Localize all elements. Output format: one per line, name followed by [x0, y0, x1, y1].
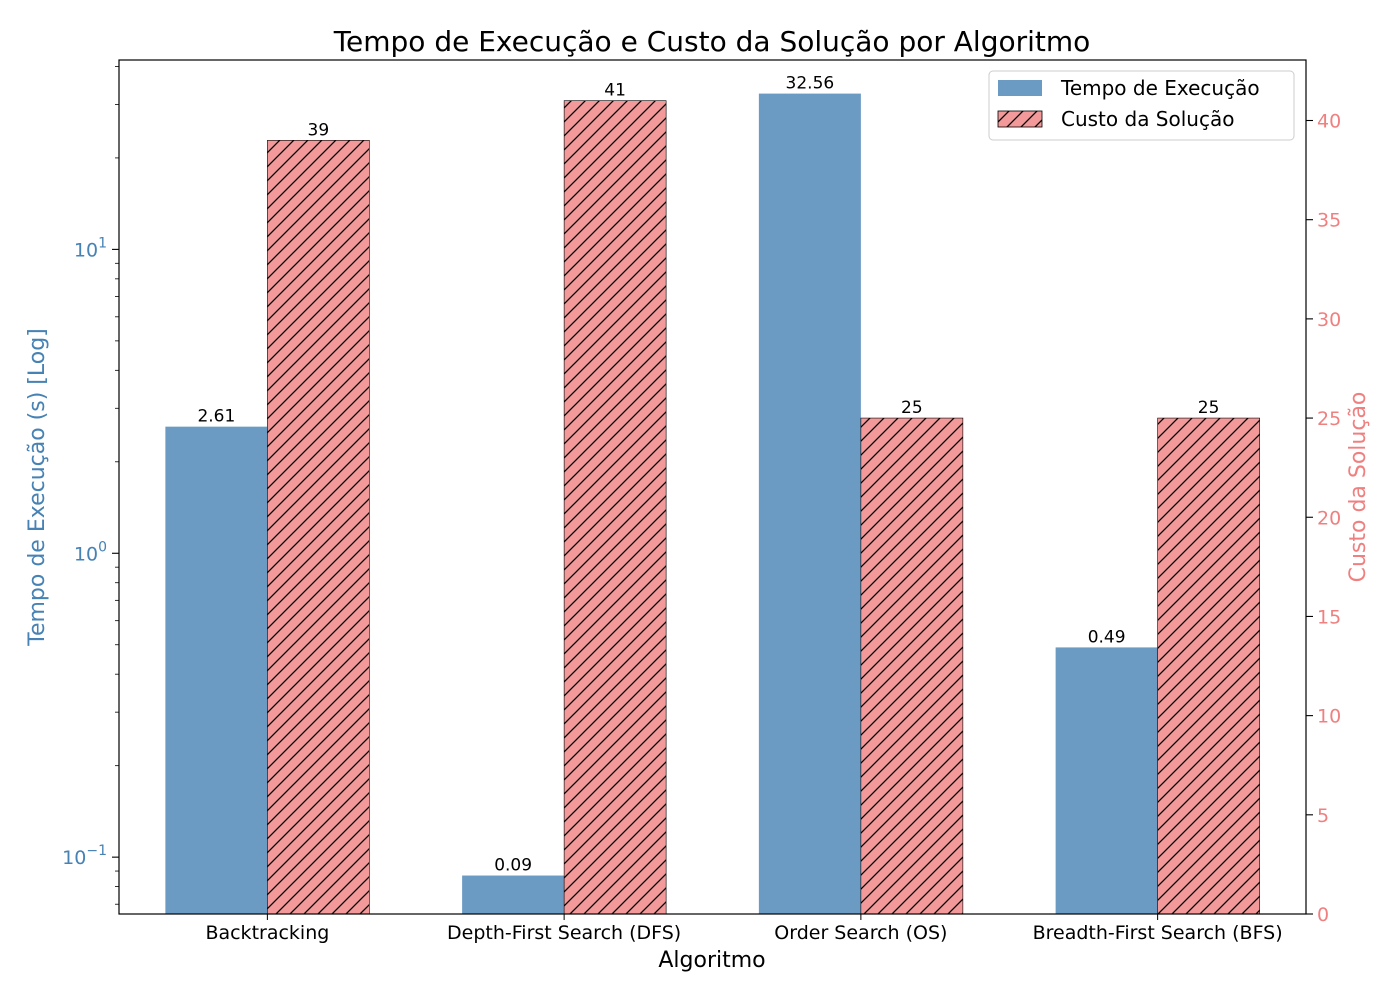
data-label-cost-3: 25	[1198, 398, 1220, 418]
chart-title: Tempo de Execução e Custo da Solução por…	[333, 25, 1091, 58]
data-labels-group: 2.61 39 0.09 41 32.56 25 0.49 25	[197, 74, 1219, 876]
right-axis-ticks: 0 5 10 15 20 25 30 35 40	[1306, 111, 1341, 926]
x-axis-label: Algoritmo	[658, 948, 765, 973]
data-label-time-0: 2.61	[197, 407, 235, 427]
legend-swatch-time	[998, 80, 1042, 96]
right-tick-label-2: 10	[1317, 706, 1341, 728]
legend-swatch-cost	[997, 110, 1043, 128]
bar-cost-3	[1157, 417, 1260, 915]
left-tick-label-1: 100	[74, 539, 107, 565]
right-tick-label-1: 5	[1317, 805, 1329, 827]
data-label-time-3: 0.49	[1088, 627, 1126, 647]
bar-time-2	[758, 93, 861, 914]
left-tick-exponent: 0	[98, 539, 107, 555]
bar-cost-2	[860, 417, 964, 915]
left-tick-base: 10	[62, 847, 86, 869]
x-tick-label-1: Depth-First Search (DFS)	[447, 922, 681, 944]
data-label-cost-2: 25	[901, 398, 923, 418]
x-tick-label-3: Breadth-First Search (BFS)	[1033, 922, 1283, 944]
right-tick-label-3: 15	[1317, 606, 1341, 628]
right-tick-label-0: 0	[1317, 904, 1329, 926]
legend-label-cost: Custo da Solução	[1061, 107, 1234, 131]
bar-time-1	[462, 875, 565, 914]
plot-frame	[118, 59, 1307, 915]
bar-time-3	[1055, 647, 1158, 914]
left-tick-exponent: 1	[98, 235, 107, 251]
bar-cost-0	[267, 140, 370, 915]
data-label-time-1: 0.09	[494, 856, 532, 876]
right-tick-label-4: 20	[1317, 507, 1341, 529]
right-tick-label-7: 35	[1317, 210, 1341, 232]
bar-time-0	[165, 426, 268, 914]
left-tick-exponent: −1	[86, 843, 107, 859]
bars-group	[165, 93, 1260, 915]
right-tick-label-5: 25	[1317, 408, 1341, 430]
left-axis-label: Tempo de Execução (s) [Log]	[25, 328, 50, 647]
bar-cost-1	[563, 100, 667, 915]
x-tick-label-2: Order Search (OS)	[774, 922, 947, 944]
x-axis-ticks: Backtracking Depth-First Search (DFS) Orde…	[205, 914, 1283, 944]
left-tick-label-0: 10−1	[62, 843, 107, 869]
legend: Tempo de Execução Custo da Solução	[988, 70, 1295, 141]
legend-frame	[988, 70, 1295, 141]
data-label-cost-1: 41	[604, 81, 626, 101]
left-tick-label-2: 101	[74, 235, 107, 261]
right-tick-label-6: 30	[1317, 309, 1341, 331]
right-axis-label: Custo da Solução	[1346, 392, 1371, 583]
right-tick-label-8: 40	[1317, 111, 1341, 133]
left-tick-base: 10	[74, 543, 98, 565]
data-label-time-2: 32.56	[786, 74, 835, 94]
data-label-cost-0: 39	[308, 120, 330, 140]
legend-label-time: Tempo de Execução	[1060, 76, 1260, 100]
left-tick-base: 10	[74, 239, 98, 261]
x-tick-label-0: Backtracking	[205, 922, 329, 944]
